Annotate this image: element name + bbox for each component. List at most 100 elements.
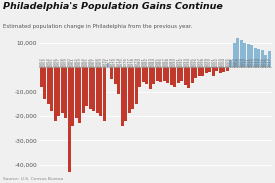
Bar [124, 67, 127, 121]
Text: 1998: 1998 [201, 57, 205, 67]
Bar [138, 67, 141, 87]
Bar [54, 67, 57, 121]
Bar [247, 44, 250, 67]
Text: 2013: 2013 [253, 57, 257, 67]
Text: 2001: 2001 [211, 57, 215, 67]
Text: 1984: 1984 [152, 57, 156, 67]
Bar [184, 67, 187, 85]
Bar [114, 67, 117, 84]
Text: 1972: 1972 [109, 57, 114, 67]
Text: 1982: 1982 [145, 57, 148, 67]
Bar [198, 67, 201, 76]
Bar [61, 67, 64, 113]
Text: 1986: 1986 [159, 57, 163, 67]
Bar [212, 67, 215, 76]
Bar [145, 67, 148, 84]
Text: 2015: 2015 [260, 57, 265, 67]
Bar [170, 67, 173, 85]
Text: 1952: 1952 [39, 57, 43, 67]
Text: 1953: 1953 [43, 57, 47, 67]
Text: 1979: 1979 [134, 57, 138, 67]
Text: 1997: 1997 [197, 57, 201, 67]
Text: 1988: 1988 [166, 57, 170, 67]
Text: 1964: 1964 [81, 57, 86, 67]
Text: 1985: 1985 [155, 57, 159, 67]
Text: 1956: 1956 [53, 57, 57, 67]
Text: 2003: 2003 [218, 57, 222, 67]
Text: 1970: 1970 [103, 57, 106, 67]
Bar [240, 40, 243, 67]
Bar [191, 67, 194, 83]
Text: Source: U.S. Census Bureau: Source: U.S. Census Bureau [3, 177, 63, 181]
Text: 1971: 1971 [106, 57, 110, 67]
Text: 1992: 1992 [180, 57, 184, 67]
Bar [261, 50, 264, 67]
Text: 1991: 1991 [176, 57, 180, 67]
Text: 1963: 1963 [78, 57, 82, 67]
Bar [166, 67, 169, 83]
Text: 2009: 2009 [239, 57, 243, 67]
Bar [82, 67, 85, 113]
Text: 1978: 1978 [131, 57, 134, 67]
Text: 1996: 1996 [194, 57, 198, 67]
Bar [72, 67, 74, 126]
Text: 2014: 2014 [257, 57, 261, 67]
Text: 1980: 1980 [138, 57, 142, 67]
Bar [86, 67, 89, 106]
Text: 1962: 1962 [75, 57, 78, 67]
Bar [194, 67, 197, 78]
Bar [134, 67, 138, 104]
Text: 1981: 1981 [141, 57, 145, 67]
Bar [187, 67, 190, 88]
Bar [201, 67, 204, 76]
Bar [215, 67, 218, 72]
Text: 1960: 1960 [67, 57, 72, 67]
Bar [152, 67, 155, 84]
Text: 2012: 2012 [250, 57, 254, 67]
Bar [106, 64, 109, 67]
Bar [89, 67, 92, 109]
Bar [236, 38, 239, 67]
Bar [219, 67, 222, 73]
Bar [75, 67, 78, 118]
Text: 1977: 1977 [127, 57, 131, 67]
Bar [251, 45, 253, 67]
Text: 1959: 1959 [64, 57, 68, 67]
Bar [222, 67, 225, 72]
Text: 1989: 1989 [169, 57, 173, 67]
Text: 1994: 1994 [187, 57, 191, 67]
Text: 1954: 1954 [46, 57, 50, 67]
Bar [110, 67, 113, 79]
Text: 1976: 1976 [123, 57, 128, 67]
Bar [120, 67, 123, 126]
Bar [131, 67, 134, 109]
Text: 1995: 1995 [190, 57, 194, 67]
Bar [159, 67, 162, 82]
Bar [40, 67, 43, 87]
Bar [173, 67, 176, 87]
Bar [243, 43, 246, 67]
Text: 1990: 1990 [173, 57, 177, 67]
Bar [233, 43, 236, 67]
Text: 2002: 2002 [215, 57, 219, 67]
Text: 1987: 1987 [162, 57, 166, 67]
Bar [257, 49, 260, 67]
Text: 2016: 2016 [264, 57, 268, 67]
Text: 1958: 1958 [60, 57, 64, 67]
Bar [229, 60, 232, 67]
Text: 1973: 1973 [113, 57, 117, 67]
Text: 2010: 2010 [243, 57, 247, 67]
Bar [50, 67, 53, 111]
Text: 1957: 1957 [57, 57, 61, 67]
Bar [254, 48, 257, 67]
Bar [100, 67, 103, 116]
Text: 1974: 1974 [117, 57, 120, 67]
Bar [103, 67, 106, 121]
Bar [268, 51, 271, 67]
Text: 1966: 1966 [89, 57, 92, 67]
Bar [226, 67, 229, 72]
Bar [64, 67, 67, 118]
Bar [156, 67, 159, 81]
Bar [57, 67, 60, 116]
Text: Estimated population change in Philadelphia from the previous year.: Estimated population change in Philadelp… [3, 24, 192, 29]
